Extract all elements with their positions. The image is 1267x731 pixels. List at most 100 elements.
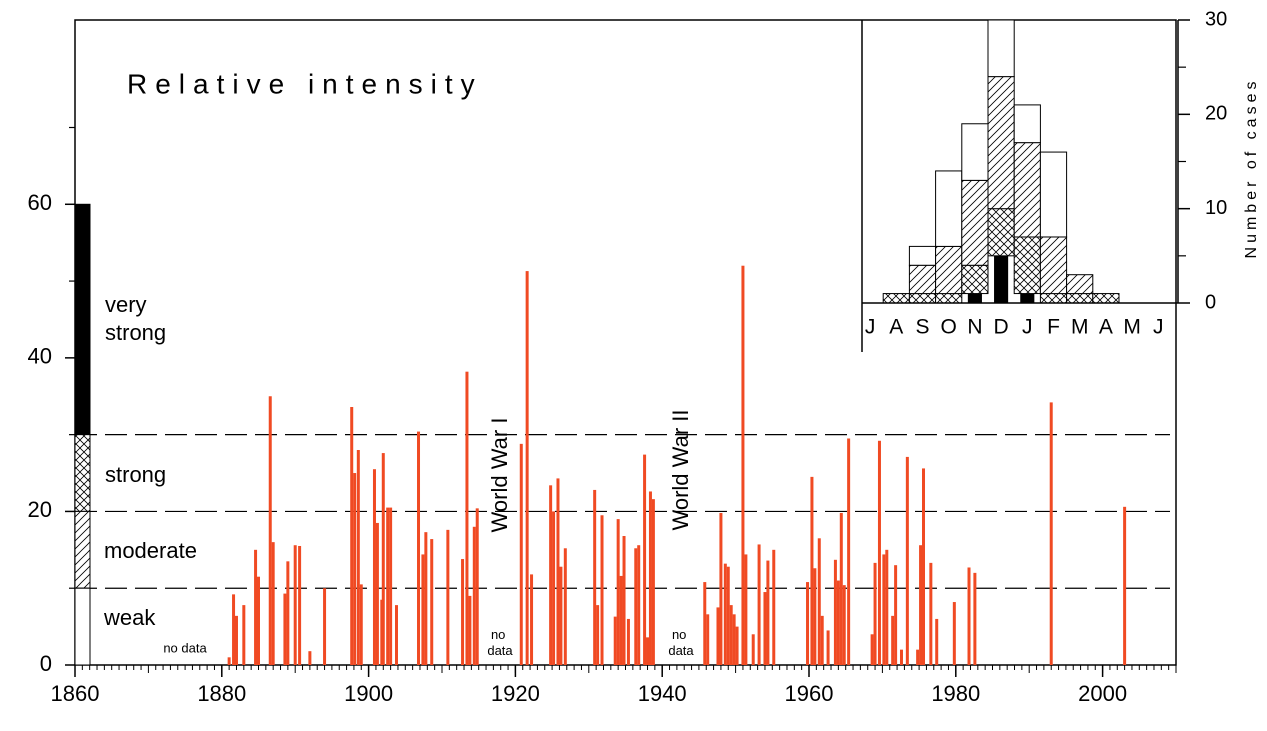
bar: [372, 469, 376, 665]
bar: [389, 507, 393, 665]
bar: [952, 602, 956, 665]
bar: [232, 594, 236, 665]
inset-x-label: A: [889, 316, 903, 339]
bar: [646, 637, 650, 665]
inset-y-tick-label: 20: [1205, 103, 1227, 125]
bar: [1049, 402, 1053, 665]
y-tick-label: 0: [40, 651, 52, 676]
bar: [922, 468, 926, 665]
x-tick-label: 1940: [638, 681, 687, 706]
bar: [826, 630, 830, 665]
bar: [885, 549, 889, 665]
bar: [293, 545, 297, 665]
inset-bar: [882, 293, 910, 304]
bar: [842, 585, 846, 665]
inset-bar: [1020, 293, 1035, 304]
bar: [1123, 506, 1127, 665]
bar: [519, 443, 523, 665]
inset-bar: [961, 123, 989, 181]
bar: [286, 561, 290, 665]
bar: [839, 512, 843, 665]
inset-bar: [1039, 236, 1068, 295]
annotation: no data: [487, 627, 513, 658]
bar: [634, 548, 638, 665]
inset-bar: [961, 179, 989, 266]
bar: [916, 649, 920, 665]
bar: [919, 545, 923, 665]
bar: [283, 593, 287, 665]
bar: [430, 539, 434, 665]
annotation: World War II: [668, 409, 693, 530]
bar: [381, 453, 385, 665]
bar: [894, 565, 898, 665]
bar: [619, 575, 623, 665]
inset-x-label: N: [967, 316, 982, 339]
bar: [882, 554, 886, 665]
inset-bar: [935, 293, 963, 304]
x-tick-label: 1980: [931, 681, 980, 706]
bar: [593, 489, 597, 665]
bar: [254, 549, 258, 665]
bar: [622, 536, 626, 665]
bar: [600, 515, 604, 665]
inset-y-label: Number of cases: [1243, 78, 1260, 259]
bar: [766, 560, 770, 665]
bar: [763, 592, 767, 665]
bar: [556, 478, 560, 665]
bar: [298, 545, 302, 665]
bar: [706, 614, 710, 665]
inset-y-tick-label: 0: [1205, 291, 1216, 313]
bar: [810, 476, 814, 665]
bar: [616, 519, 620, 665]
bar: [833, 559, 837, 665]
annotation: World War I: [487, 418, 512, 533]
inset-x-label: F: [1047, 316, 1060, 339]
y-tick-label: 40: [28, 344, 52, 369]
inset-bar: [1066, 293, 1094, 304]
bar: [735, 626, 739, 665]
inset-bar: [987, 19, 1015, 78]
intensity-band: [74, 203, 91, 436]
bar: [820, 615, 824, 665]
bar: [813, 568, 817, 665]
inset-bar: [994, 255, 1009, 304]
bar: [729, 605, 733, 665]
bar: [751, 634, 755, 665]
bar: [468, 595, 472, 665]
x-tick-label: 1960: [785, 681, 834, 706]
bar: [596, 605, 600, 665]
bar: [525, 271, 529, 665]
bar: [242, 605, 246, 665]
inset-x-label: J: [1153, 316, 1164, 339]
x-tick-label: 1860: [51, 681, 100, 706]
inset-bar: [908, 264, 937, 295]
bar: [350, 407, 354, 665]
intensity-band: [74, 510, 91, 589]
bar: [530, 574, 534, 665]
bar: [472, 526, 476, 665]
bar: [475, 508, 479, 665]
intensity-band: [74, 587, 91, 666]
intensity-label: strong: [105, 462, 166, 487]
bar: [648, 491, 652, 665]
bar: [465, 371, 469, 665]
bar: [559, 566, 563, 665]
inset-bar: [1039, 293, 1068, 304]
inset-bar: [967, 293, 982, 304]
bar: [552, 511, 556, 665]
inset-bar: [908, 245, 937, 266]
bar: [772, 549, 776, 665]
bar: [870, 634, 874, 665]
intensity-label: very strong: [105, 292, 166, 345]
bar: [703, 582, 707, 665]
inset-x-label: D: [994, 316, 1009, 339]
bar: [935, 618, 939, 665]
inset-bar: [961, 264, 989, 295]
bar: [234, 615, 238, 665]
bar: [257, 576, 260, 665]
annotation: no data: [668, 627, 694, 658]
inset-x-label: M: [1123, 316, 1141, 339]
bar: [877, 440, 881, 665]
bar: [353, 473, 357, 665]
